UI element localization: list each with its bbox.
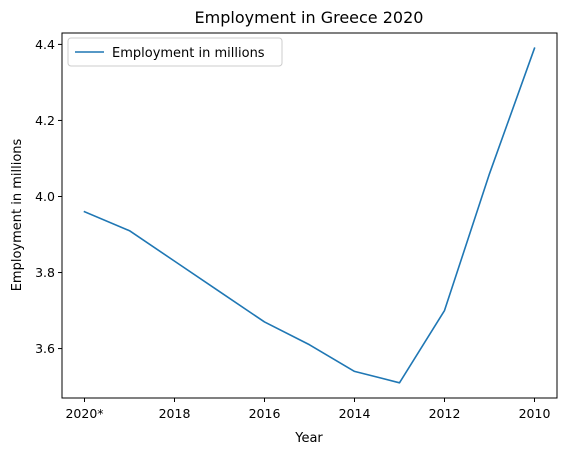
plot-frame (61, 32, 558, 399)
x-tick-label: 2016 (249, 406, 281, 421)
y-tick-label: 4.0 (35, 189, 55, 204)
legend: Employment in millions (67, 37, 283, 67)
chart-title: Employment in Greece 2020 (195, 8, 424, 27)
x-tick-label: 2012 (429, 406, 461, 421)
legend-box (67, 37, 283, 67)
y-axis-label: Employment in millions (10, 138, 25, 291)
y-tick-label: 4.4 (35, 37, 55, 52)
y-axis-ticks: 3.6 3.8 4.0 4.2 4.4 (35, 37, 62, 356)
series-layer (83, 47, 536, 384)
y-tick-label: 3.8 (35, 265, 55, 280)
x-tick-label: 2020* (65, 406, 103, 421)
x-axis-label: Year (294, 431, 323, 446)
y-tick-label: 3.6 (35, 341, 55, 356)
series-line-employment (83, 47, 536, 384)
plot-area (62, 33, 557, 398)
y-tick-label: 4.2 (35, 113, 55, 128)
x-tick-label: 2018 (159, 406, 191, 421)
legend-label: Employment in millions (112, 46, 265, 61)
x-tick-label: 2014 (339, 406, 371, 421)
x-axis-ticks: 2020* 2018 2016 2014 2012 2010 (65, 398, 550, 421)
x-tick-label: 2010 (519, 406, 551, 421)
